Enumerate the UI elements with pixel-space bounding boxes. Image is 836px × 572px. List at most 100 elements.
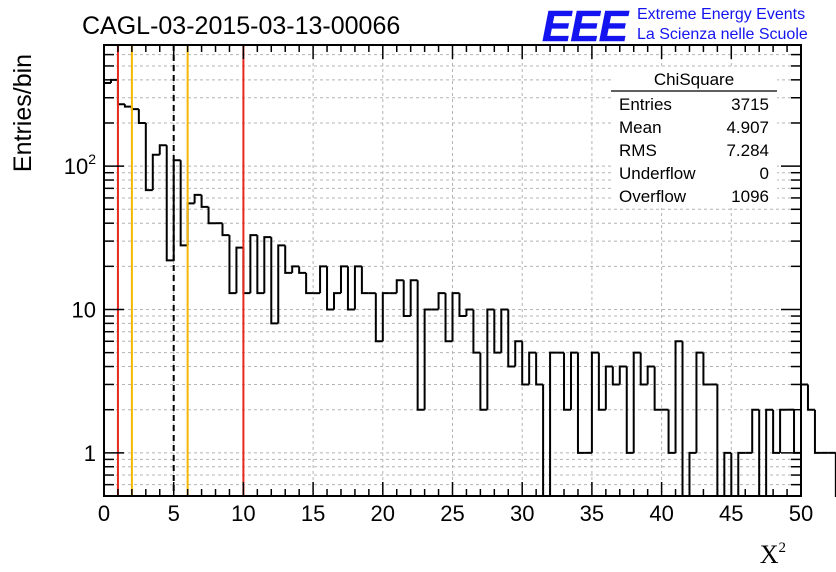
histogram-bin <box>653 366 662 411</box>
stats-box-title: ChiSquare <box>654 70 734 89</box>
histogram-bin <box>800 383 808 453</box>
histogram-bin <box>353 265 362 310</box>
histogram-bin <box>611 366 620 386</box>
histogram-bin <box>137 109 146 124</box>
histogram-bin <box>674 340 683 453</box>
histogram-bin <box>472 309 481 354</box>
x-tick-label: 35 <box>580 501 604 526</box>
histogram-bin <box>604 365 613 410</box>
histogram-bin <box>563 352 571 411</box>
histogram-bin <box>333 292 341 310</box>
histogram-bin <box>772 409 781 454</box>
histogram-bin <box>270 237 279 325</box>
histogram-bin <box>486 308 495 410</box>
y-tick-label: 102 <box>64 151 96 179</box>
stats-label-underflow: Underflow <box>619 164 696 183</box>
histogram-bin <box>716 384 725 497</box>
x-tick-label: 0 <box>98 501 110 526</box>
stats-label-mean: Mean <box>619 118 662 137</box>
histogram-bin <box>646 365 655 385</box>
histogram-bin <box>549 351 558 496</box>
chart-title: CAGL-03-2015-03-13-00066 <box>82 12 400 40</box>
histogram-bin <box>179 160 188 247</box>
stats-value-rms: 7.284 <box>726 141 769 160</box>
histogram-bin <box>402 280 411 318</box>
histogram-bin <box>458 293 467 318</box>
histogram-bin <box>451 292 460 342</box>
stats-value-underflow: 0 <box>760 164 769 183</box>
histogram-bin <box>688 451 697 496</box>
histogram-bin <box>207 206 216 225</box>
threshold-lines <box>116 45 245 496</box>
histogram-bin <box>667 409 676 454</box>
histogram-bin <box>346 266 355 311</box>
histogram-bin <box>116 79 125 106</box>
histogram-bin <box>751 408 760 453</box>
x-axis-label-superscript: 2 <box>779 540 787 556</box>
y-tick-label-base: 10 <box>72 297 96 322</box>
x-tick-label: 10 <box>231 501 255 526</box>
x-tick-label: 15 <box>301 501 325 526</box>
histogram-bin <box>779 408 788 453</box>
histogram-bin <box>625 366 634 454</box>
y-tick-label-exponent: 2 <box>88 151 96 167</box>
histogram-bin <box>277 244 286 324</box>
histogram-bin <box>374 293 383 343</box>
logo-line-2: La Scienza nelle Scuole <box>637 26 808 43</box>
stats-box: ChiSquare Entries 3715 Mean 4.907 RMS 7.… <box>611 68 777 208</box>
histogram-bin <box>806 384 815 411</box>
stats-label-overflow: Overflow <box>619 187 687 206</box>
histogram-bin <box>326 266 335 311</box>
grid <box>104 45 801 496</box>
eee-logo: EEE Extreme Energy Events La Scienza nel… <box>542 2 808 52</box>
histogram-bin <box>813 409 822 454</box>
x-axis-label-main: X <box>760 540 779 569</box>
y-tick-label: 1 <box>84 441 96 466</box>
histogram-bin <box>360 266 369 295</box>
histogram-bin <box>416 280 425 411</box>
histogram-bin <box>444 293 453 343</box>
histogram-bin <box>256 235 265 295</box>
histogram-bin <box>479 352 488 411</box>
x-tick-label: 50 <box>789 501 813 526</box>
histogram-bin <box>242 247 251 295</box>
histogram-bin <box>702 352 711 386</box>
histogram-bin <box>632 351 641 453</box>
histogram-bin <box>765 408 774 496</box>
histogram-bin <box>793 409 801 454</box>
histogram-bin <box>319 265 328 294</box>
stats-value-entries: 3715 <box>731 95 769 114</box>
histogram-bin <box>103 82 111 496</box>
histogram-bin <box>221 223 230 237</box>
histogram-bin <box>228 235 237 295</box>
histogram-bin <box>569 351 578 410</box>
x-tick-label: 30 <box>510 501 534 526</box>
histogram-bin <box>284 245 293 274</box>
stats-label-rms: RMS <box>619 141 657 160</box>
logo-mark: EEE <box>542 2 630 51</box>
histogram-bin <box>493 309 502 354</box>
histogram-bin <box>465 308 474 317</box>
histogram-bin <box>542 384 551 497</box>
stats-label-entries: Entries <box>619 95 672 114</box>
logo-line-1: Extreme Energy Events <box>637 6 805 23</box>
y-tick-label: 10 <box>72 297 96 322</box>
histogram-bin <box>576 352 585 454</box>
histogram-bin <box>514 340 523 367</box>
histogram-bin <box>535 352 544 386</box>
x-tick-label: 5 <box>168 501 180 526</box>
histogram-bin <box>263 236 272 294</box>
histogram-bin <box>528 351 537 385</box>
histogram-bin <box>123 104 132 108</box>
x-tick-label: 40 <box>649 501 673 526</box>
histogram-bin <box>291 265 300 273</box>
x-tick-label: 20 <box>371 501 395 526</box>
histogram-bin <box>130 106 139 111</box>
histogram-bin <box>235 246 244 294</box>
y-axis-label: Entries/bin <box>9 54 37 172</box>
x-tick-label: 25 <box>440 501 464 526</box>
histogram-bin <box>639 352 648 386</box>
